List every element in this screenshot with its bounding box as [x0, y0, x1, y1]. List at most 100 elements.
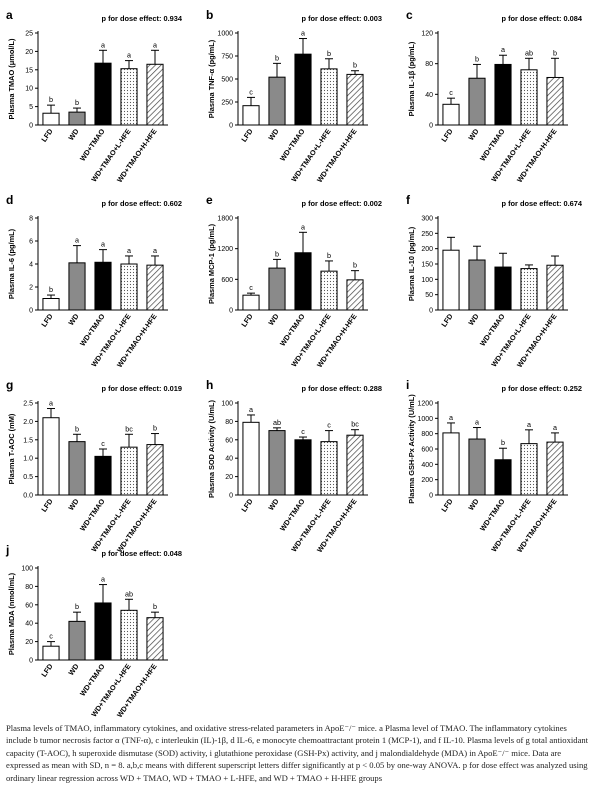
- bar: [42, 112, 60, 126]
- panel-letter: d: [6, 193, 13, 207]
- bar: [120, 68, 138, 126]
- y-tick-label: 80: [25, 584, 33, 591]
- bar: [42, 645, 60, 661]
- x-tick-label: WD+TMAO: [78, 312, 107, 348]
- significance-letter: a: [127, 51, 131, 60]
- p-value-label: p for dose effect: 0.048: [102, 549, 183, 558]
- y-tick-label: 20: [25, 49, 33, 56]
- bar: [520, 268, 538, 311]
- bar: [520, 443, 538, 496]
- chart-panel-a: a p for dose effect: 0.934 0 5 10 15 20 25 Plasm…: [6, 8, 183, 184]
- y-tick-label: 600: [421, 447, 433, 454]
- bar: [68, 620, 86, 661]
- significance-letter: c: [449, 88, 453, 97]
- significance-letter: a: [527, 420, 531, 429]
- y-tick-label: 20: [225, 474, 233, 481]
- bar: [94, 602, 112, 661]
- p-value-label: p for dose effect: 0.602: [102, 199, 183, 208]
- p-value-label: p for dose effect: 0.252: [502, 384, 583, 393]
- panel-letter: e: [206, 193, 213, 207]
- bar: [68, 262, 86, 311]
- y-tick-label: 1.0: [23, 456, 33, 463]
- bar: [294, 252, 312, 311]
- x-tick-label: WD+TMAO: [78, 497, 107, 533]
- y-tick-label: 80: [225, 419, 233, 426]
- bar: [242, 421, 260, 496]
- significance-letter: b: [501, 438, 505, 447]
- y-tick-label: 750: [221, 54, 233, 61]
- y-axis-label: Plasma IL-1β (pg/mL): [407, 41, 416, 116]
- bar: [146, 617, 164, 661]
- significance-letter: a: [249, 405, 253, 414]
- y-tick-label: 600: [221, 277, 233, 284]
- significance-letter: b: [475, 54, 479, 63]
- bar: [442, 432, 460, 496]
- x-tick-label: LFD: [39, 662, 54, 679]
- y-tick-label: 0: [429, 493, 433, 500]
- x-tick-label: WD: [466, 312, 480, 327]
- x-tick-label: LFD: [439, 497, 454, 514]
- bar: [494, 459, 512, 496]
- significance-letter: a: [475, 418, 479, 427]
- significance-letter: c: [249, 283, 253, 292]
- x-tick-label: LFD: [239, 497, 254, 514]
- panel-letter: h: [206, 378, 213, 392]
- p-value-label: p for dose effect: 0.674: [502, 199, 583, 208]
- significance-letter: a: [101, 40, 105, 49]
- significance-letter: b: [153, 424, 157, 433]
- bar: [442, 103, 460, 126]
- significance-letter: a: [101, 575, 105, 584]
- x-tick-label: WD+TMAO: [278, 497, 307, 533]
- y-axis-label: Plasma MCP-1 (pg/mL): [207, 223, 216, 304]
- x-tick-label: WD+TMAO: [278, 127, 307, 163]
- y-tick-label: 200: [421, 246, 433, 253]
- panel-letter: j: [5, 543, 9, 557]
- x-tick-label: LFD: [239, 312, 254, 329]
- bar: [546, 76, 564, 126]
- bar: [346, 73, 364, 126]
- x-tick-label: WD: [66, 127, 80, 142]
- chart-panel-b: b p for dose effect: 0.003 0 250 500 750 1000P…: [206, 8, 382, 184]
- y-tick-label: 2.0: [23, 419, 33, 426]
- bar: [146, 63, 164, 126]
- bar: [94, 261, 112, 311]
- y-tick-label: 300: [421, 216, 433, 223]
- chart-panel-d: d p for dose effect: 0.602 0 2 4 6 8 Plasma IL-…: [6, 193, 182, 369]
- chart-panel-j: j p for dose effect: 0.048 0 20 40 60 80 100 Pla…: [5, 543, 182, 719]
- bar: [146, 264, 164, 311]
- significance-letter: a: [153, 246, 157, 255]
- bar: [268, 267, 286, 311]
- bar: [546, 441, 564, 496]
- y-tick-label: 150: [421, 262, 433, 269]
- y-tick-label: 800: [421, 431, 433, 438]
- chart-panel-g: g p for dose effect: 0.019 0.0 0.5 1.0 1.5 2.0…: [6, 378, 182, 554]
- significance-letter: b: [327, 251, 331, 260]
- x-tick-label: LFD: [439, 127, 454, 144]
- x-tick-label: LFD: [39, 312, 54, 329]
- y-tick-label: 40: [425, 92, 433, 99]
- panel-letter: c: [406, 8, 413, 22]
- bar: [42, 298, 60, 311]
- y-tick-label: 60: [225, 437, 233, 444]
- p-value-label: p for dose effect: 0.934: [102, 14, 183, 23]
- significance-letter: a: [501, 45, 505, 54]
- y-axis-label: Plasma TMAO (μmol/L): [7, 38, 16, 119]
- y-tick-label: 2.5: [23, 401, 33, 408]
- chart-panel-c: c p for dose effect: 0.084 0 40 80 120 Plasma …: [406, 8, 583, 184]
- bar: [268, 76, 286, 126]
- bar: [494, 63, 512, 126]
- y-tick-label: 100: [221, 401, 233, 408]
- significance-letter: c: [327, 421, 331, 430]
- x-tick-label: LFD: [39, 497, 54, 514]
- y-tick-label: 0: [29, 123, 33, 130]
- bar: [320, 441, 338, 496]
- significance-letter: b: [275, 249, 279, 258]
- bar: [68, 111, 86, 126]
- significance-letter: c: [301, 427, 305, 436]
- significance-letter: b: [75, 602, 79, 611]
- x-tick-label: WD: [466, 127, 480, 142]
- significance-letter: c: [101, 439, 105, 448]
- bar: [120, 446, 138, 496]
- significance-letter: b: [353, 261, 357, 270]
